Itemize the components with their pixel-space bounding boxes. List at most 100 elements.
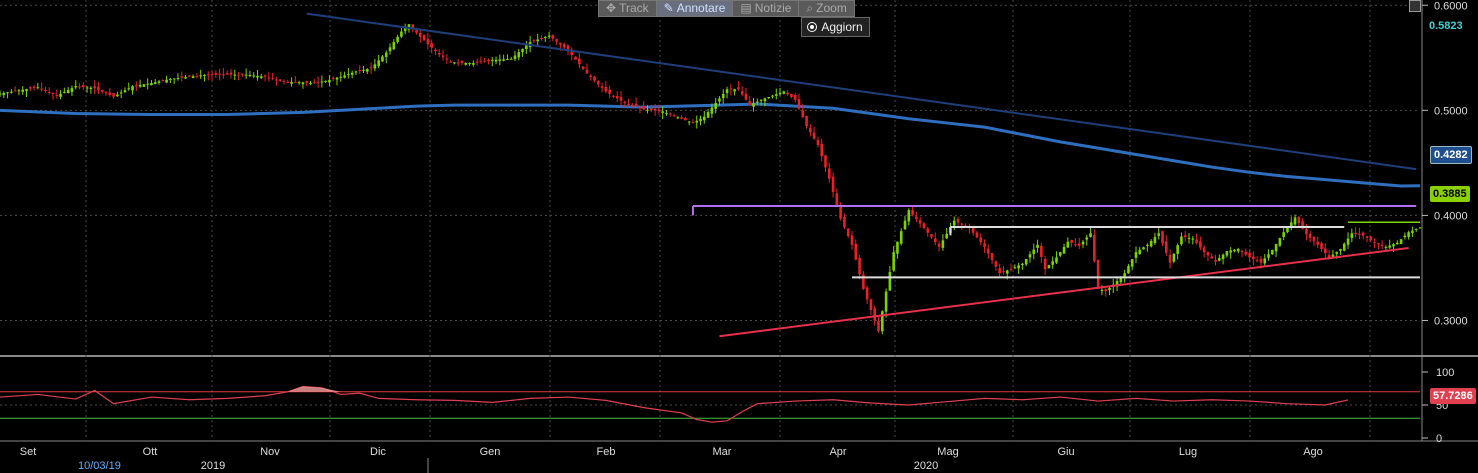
candle-body (297, 82, 301, 84)
candle-body (286, 81, 290, 83)
candle-body (1191, 238, 1195, 240)
candle-body (642, 105, 646, 110)
trend-drawings[interactable] (306, 12, 1420, 338)
candle-body (540, 37, 543, 39)
support-trend-line (719, 246, 1409, 338)
candle-body (28, 87, 32, 89)
candle-body (1312, 236, 1316, 242)
candle-body (1369, 236, 1373, 241)
candle-body (377, 60, 380, 67)
candle-body (6, 92, 9, 94)
candle-body (1100, 290, 1104, 292)
candle-body (256, 75, 259, 78)
candle-body (241, 73, 244, 75)
candle-body (650, 108, 653, 111)
candle-body (434, 49, 437, 52)
candle-body (1043, 258, 1047, 269)
candle-body (456, 62, 460, 64)
candle-body (831, 176, 835, 192)
candle-body (850, 235, 854, 245)
candle-body (2, 92, 6, 96)
candle-body (1202, 247, 1206, 253)
candle-body (74, 86, 78, 88)
candle-body (1259, 258, 1263, 263)
candle-body (1316, 241, 1320, 245)
price-tick-label: 0.3000 (1434, 315, 1468, 327)
candle-body (1225, 251, 1229, 256)
candle-body (1373, 242, 1376, 244)
candle-body (169, 78, 172, 81)
candle-body (1157, 233, 1161, 236)
candle-body (532, 40, 536, 42)
candle-body (665, 112, 668, 114)
candle-body (824, 155, 827, 168)
candle-body (1074, 244, 1077, 246)
candle-body (1407, 232, 1410, 237)
candle-body (229, 72, 233, 75)
candle-body (1248, 252, 1251, 258)
candle-body (877, 320, 880, 331)
candle-body (222, 74, 225, 76)
annotate-button[interactable]: ✎ Annotare (656, 1, 734, 16)
refresh-button[interactable]: Aggiorn (801, 17, 870, 37)
candle-body (513, 55, 517, 60)
candle-body (1411, 230, 1414, 234)
candle-body (748, 101, 752, 106)
candle-body (305, 81, 309, 83)
candle-body (1164, 241, 1168, 253)
candle-body (956, 218, 960, 223)
candle-body (593, 76, 596, 81)
candle-body (494, 59, 498, 62)
news-button[interactable]: ▤ Notizie (733, 1, 800, 16)
candle-body (191, 76, 195, 79)
chart-settings-icon[interactable] (1409, 0, 1421, 12)
candle-body (1017, 265, 1020, 269)
candle-body (282, 80, 286, 82)
candle-body (888, 271, 892, 291)
month-label: Mar (713, 446, 732, 458)
candle-body (214, 72, 218, 75)
candle-body (1384, 246, 1388, 248)
candle-body (1089, 233, 1092, 238)
candle-body (600, 86, 604, 88)
candle-body (846, 228, 850, 237)
candle-body (839, 205, 842, 219)
candle-body (918, 220, 922, 224)
candle-body (403, 27, 407, 32)
candle-body (358, 70, 362, 72)
candle-body (971, 226, 975, 233)
candle-body (51, 92, 55, 94)
zoom-button[interactable]: ⌕ Zoom (806, 1, 847, 15)
rsi-tick-label: 100 (1436, 367, 1454, 379)
candle-body (990, 253, 994, 261)
candle-body (1414, 229, 1418, 231)
chart-toolbar: ✥ Track ✎ Annotare ▤ Notizie ⌕ Zoom (598, 0, 855, 17)
candle-body (1339, 249, 1342, 251)
candle-body (1138, 249, 1142, 254)
candle-body (301, 82, 305, 85)
candle-body (884, 291, 888, 312)
candle-body (1301, 221, 1304, 229)
candle-body (1040, 245, 1043, 257)
candle-body (994, 261, 998, 267)
candle-body (756, 101, 759, 103)
candle-body (509, 58, 513, 60)
candle-body (979, 237, 983, 243)
candle-body (1252, 256, 1255, 260)
candle-body (1354, 232, 1357, 234)
candle-body (21, 89, 25, 92)
candle-body (725, 89, 729, 93)
candle-body (718, 98, 721, 102)
candle-body (119, 92, 123, 94)
candle-body (487, 59, 490, 61)
candle-body (343, 75, 346, 78)
candle-body (479, 60, 483, 62)
candle-body (680, 117, 683, 119)
candle-body (362, 69, 365, 71)
candle-body (259, 76, 263, 78)
candle-body (1233, 249, 1236, 252)
track-button[interactable]: ✥ Track (599, 1, 657, 16)
candle-body (142, 84, 146, 87)
candle-body (809, 127, 812, 133)
